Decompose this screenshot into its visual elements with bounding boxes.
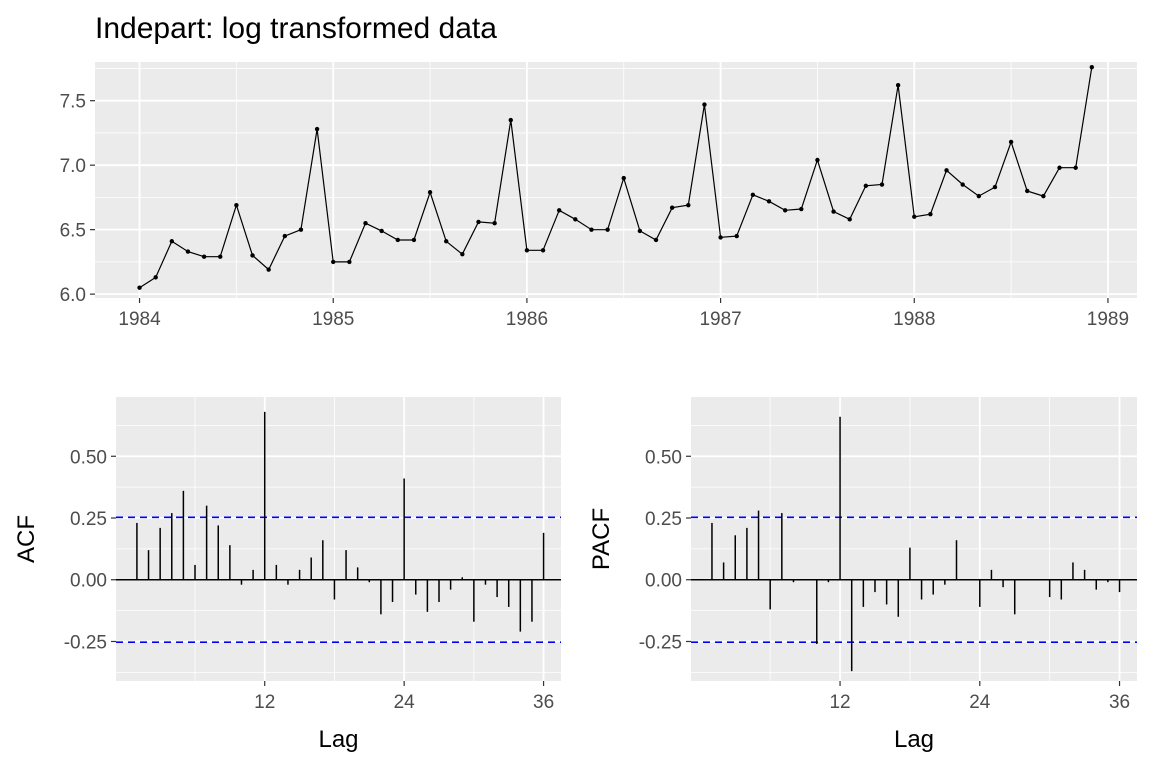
data-point <box>298 227 304 232</box>
pacf-xtick-label: 24 <box>969 692 991 713</box>
pacf-ytick-label: 0.00 <box>645 571 682 592</box>
data-point <box>347 259 352 265</box>
data-point <box>976 193 982 199</box>
pacf-panel-background <box>691 397 1137 681</box>
ts-ytick-label: 6.0 <box>60 285 86 306</box>
data-point <box>847 217 852 222</box>
pacf-xtick-label: 36 <box>1109 692 1130 713</box>
data-point <box>944 168 949 173</box>
data-point <box>750 192 756 198</box>
data-point <box>605 227 610 232</box>
acf-ytick-label: 0.50 <box>70 447 107 468</box>
ts-xtick-label: 1987 <box>699 309 741 330</box>
data-point <box>282 233 288 239</box>
data-point <box>556 208 562 213</box>
data-point <box>314 126 320 132</box>
data-point <box>992 184 998 190</box>
data-point <box>928 211 933 217</box>
data-point <box>250 253 255 258</box>
data-point <box>1025 188 1030 194</box>
data-point <box>669 205 675 210</box>
acf-ytick-label: -0.25 <box>64 632 107 653</box>
data-point <box>799 206 804 212</box>
acf-ylabel: ACF <box>13 515 40 563</box>
pacf-ytick-label: -0.25 <box>639 632 682 653</box>
data-point <box>234 202 239 208</box>
pacf-panel <box>691 397 1137 681</box>
data-point <box>895 83 901 88</box>
pacf-ylabel: PACF <box>588 508 615 570</box>
data-point <box>1073 165 1078 170</box>
data-point <box>363 221 368 226</box>
data-point <box>395 237 400 243</box>
data-point <box>266 267 271 272</box>
data-point <box>766 199 772 204</box>
data-point <box>1057 165 1062 170</box>
ts-ytick-label: 7.5 <box>60 92 86 113</box>
data-point <box>718 235 723 240</box>
data-point <box>185 249 191 254</box>
series-line <box>139 67 1093 289</box>
data-point <box>831 209 836 214</box>
ts-panel-background <box>95 62 1137 298</box>
acf-panel-background <box>116 397 561 681</box>
data-point <box>153 275 158 280</box>
data-point <box>960 182 965 187</box>
data-point <box>169 239 175 244</box>
data-point <box>427 190 433 195</box>
data-point <box>637 228 643 234</box>
data-point <box>815 157 820 163</box>
data-point <box>1089 64 1095 70</box>
data-point <box>686 202 691 208</box>
data-point <box>879 182 885 187</box>
data-point <box>492 221 497 226</box>
ts-panel <box>95 62 1137 298</box>
acf-xlabel: Lag <box>318 726 358 753</box>
pacf-xtick-label: 12 <box>829 692 850 713</box>
data-point <box>540 248 546 253</box>
data-point <box>782 208 788 213</box>
data-point <box>137 285 142 290</box>
acf-xtick-label: 36 <box>533 692 554 713</box>
chart-title: Indepart: log transformed data <box>95 12 497 45</box>
ts-xtick-label: 1988 <box>893 309 935 330</box>
data-point <box>379 228 384 234</box>
data-point <box>653 237 659 243</box>
ts-xtick-label: 1984 <box>118 309 161 330</box>
acf-xtick-label: 12 <box>254 692 275 713</box>
data-point <box>444 239 449 244</box>
data-point <box>201 254 207 259</box>
ts-xtick-label: 1989 <box>1087 309 1129 330</box>
data-point <box>1008 139 1014 145</box>
pacf-ytick-label: 0.50 <box>645 447 682 468</box>
data-point <box>460 251 465 257</box>
data-point <box>1041 193 1046 199</box>
ts-xtick-label: 1986 <box>506 309 548 330</box>
data-point <box>508 117 513 123</box>
data-point <box>734 233 739 239</box>
pacf-ytick-label: 0.25 <box>645 509 682 530</box>
data-point <box>411 237 417 243</box>
data-point <box>589 227 594 232</box>
acf-ytick-label: 0.25 <box>70 509 107 530</box>
ts-ytick-label: 6.5 <box>60 221 86 242</box>
data-point <box>524 248 530 253</box>
ts-ytick-label: 7.0 <box>60 156 86 177</box>
data-point <box>702 102 707 107</box>
acf-ytick-label: 0.00 <box>70 571 107 592</box>
data-point <box>573 217 578 222</box>
pacf-xlabel: Lag <box>894 726 934 753</box>
data-point <box>863 183 869 189</box>
acf-panel <box>116 397 561 681</box>
data-point <box>912 214 917 219</box>
data-point <box>218 254 223 259</box>
ts-xtick-label: 1985 <box>312 309 354 330</box>
data-point <box>331 259 336 265</box>
data-point <box>621 175 626 181</box>
data-point <box>476 219 481 225</box>
acf-xtick-label: 24 <box>394 692 416 713</box>
